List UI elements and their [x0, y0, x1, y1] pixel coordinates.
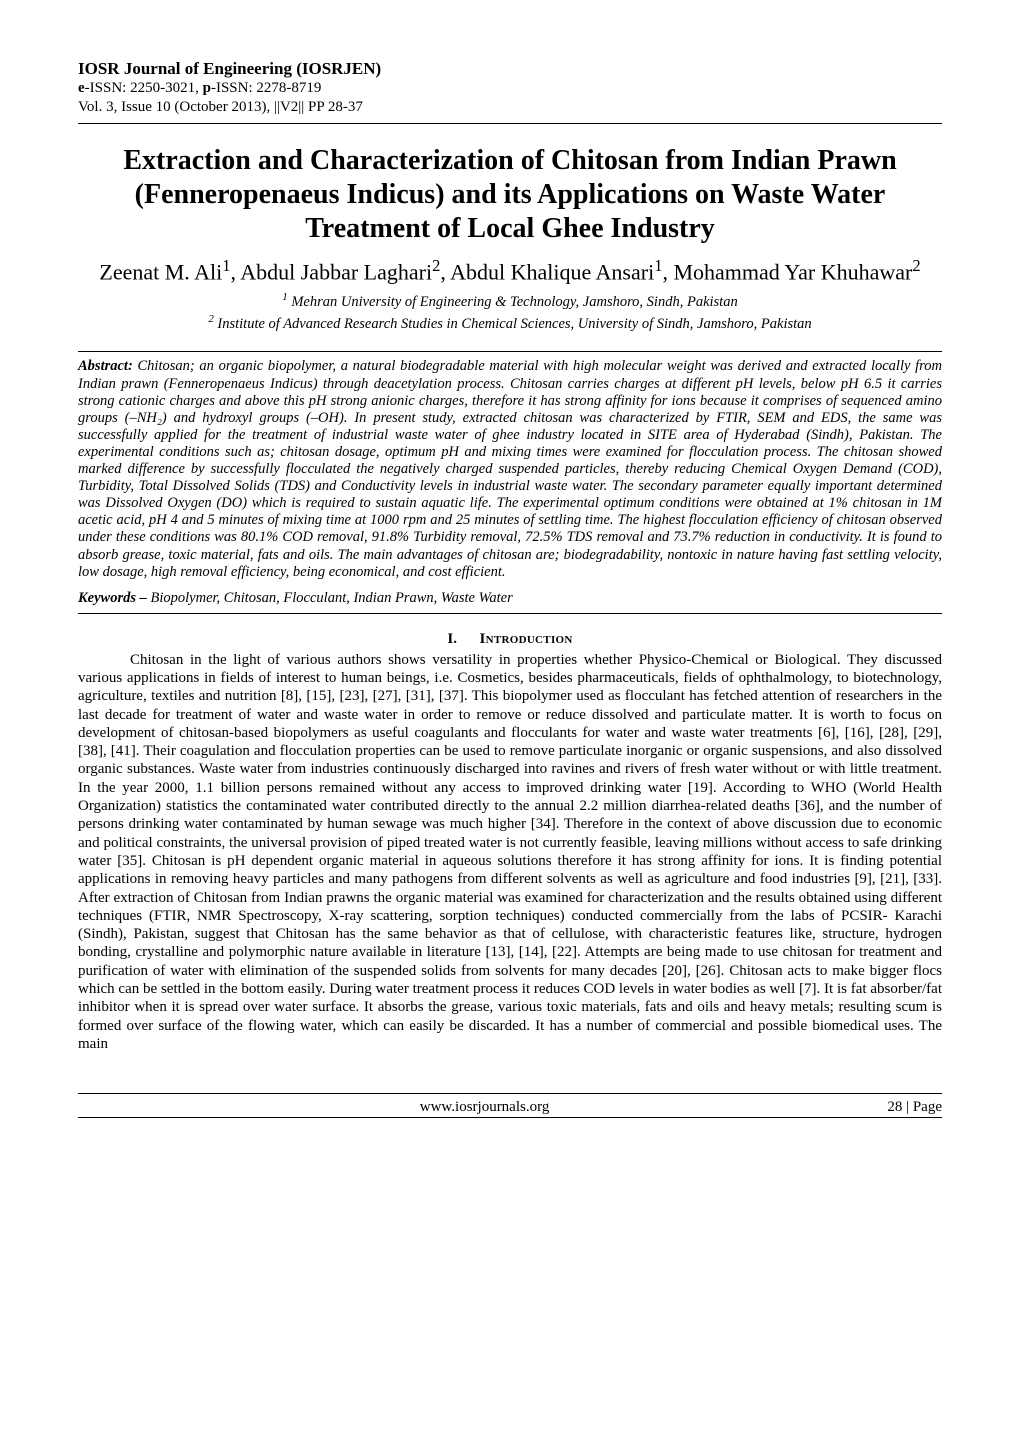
section-1-number: I. [447, 631, 457, 647]
issn-line: e-ISSN: 2250-3021, p-ISSN: 2278-8719 [78, 79, 942, 98]
affiliation-2: 2 Institute of Advanced Research Studies… [78, 312, 942, 334]
keywords-text: Biopolymer, Chitosan, Flocculant, Indian… [147, 590, 513, 606]
eissn-value: 2250-3021, [130, 80, 203, 96]
section-1-body: Chitosan in the light of various authors… [78, 651, 942, 1054]
footer-rule-bottom [78, 1117, 942, 1118]
eissn-label: -ISSN: [85, 80, 130, 96]
keywords-label: Keywords – [78, 590, 147, 606]
abstract-top-rule [78, 351, 942, 352]
abstract-bottom-rule [78, 613, 942, 614]
keywords-line: Keywords – Biopolymer, Chitosan, Floccul… [78, 589, 942, 607]
affiliation-1: 1 Mehran University of Engineering & Tec… [78, 290, 942, 312]
abstract-block: Abstract: Chitosan; an organic biopolyme… [78, 358, 942, 580]
p-prefix: p [203, 80, 211, 96]
journal-header: IOSR Journal of Engineering (IOSRJEN) e-… [78, 58, 942, 117]
e-prefix: e [78, 80, 85, 96]
abstract-label: Abstract: [78, 358, 133, 374]
section-1-title: Introduction [479, 631, 572, 647]
footer-page-number: 28 | Page [887, 1098, 942, 1117]
affiliations: 1 Mehran University of Engineering & Tec… [78, 290, 942, 333]
footer: www.iosrjournals.org 28 | Page [78, 1093, 942, 1118]
authors-line: Zeenat M. Ali1, Abdul Jabbar Laghari2, A… [78, 256, 942, 286]
journal-name: IOSR Journal of Engineering (IOSRJEN) [78, 58, 942, 79]
abstract-text: Chitosan; an organic biopolymer, a natur… [78, 358, 942, 579]
paper-title: Extraction and Characterization of Chito… [78, 144, 942, 246]
footer-url: www.iosrjournals.org [420, 1098, 550, 1117]
header-rule [78, 123, 942, 124]
volume-line: Vol. 3, Issue 10 (October 2013), ||V2|| … [78, 98, 942, 117]
pissn-value: -ISSN: 2278-8719 [211, 80, 321, 96]
footer-spacer [78, 1098, 82, 1117]
section-1-heading: I. Introduction [78, 630, 942, 649]
